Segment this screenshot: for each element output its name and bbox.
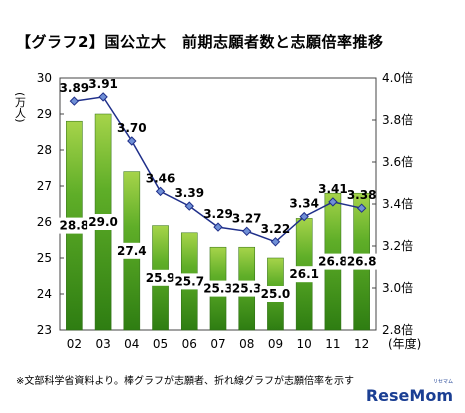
ratio-marker: [184, 201, 194, 211]
x-tick-label: 09: [268, 337, 283, 351]
bar-value-label: 25.9: [146, 271, 176, 285]
line-value-label: 3.38: [347, 188, 377, 202]
bar-label-bg: [173, 273, 206, 290]
line-value-label: 3.27: [232, 211, 262, 225]
resemom-logo[interactable]: リセマム ReseMom: [365, 379, 453, 405]
axes: 23 24 25 26 27 28 29 30 2.8倍 3.0倍 3.2倍 3.4倍 3.6倍 3.8倍…: [14, 70, 422, 351]
line-value-label: 3.34: [289, 197, 319, 211]
y-tick-label: 25: [37, 251, 52, 265]
line-value-label: 3.41: [318, 182, 348, 196]
ratio-marker: [155, 186, 166, 197]
bar-value-label: 25.3: [203, 282, 233, 296]
ratio-marker: [270, 237, 281, 247]
x-tick-label: 10: [297, 337, 312, 351]
bar-label-bg: [144, 269, 177, 286]
ratio-marker: [299, 211, 309, 222]
line-value-label: 3.29: [203, 207, 233, 221]
bar-label-bg: [202, 280, 234, 297]
line-value-label: 3.89: [60, 81, 90, 95]
ratio-marker: [356, 203, 367, 213]
x-tick-label: 05: [153, 337, 168, 351]
y2-tick-label: 2.8倍: [382, 322, 413, 337]
bar-label-bg: [345, 253, 378, 270]
line-value-label: 3.70: [117, 121, 147, 135]
bar-value-label: 26.8: [347, 255, 377, 269]
footnote: ※文部科学省資料より。棒グラフが志願者、折れ線グラフが志願倍率を示す: [16, 376, 354, 387]
bar-value-label: 25.3: [232, 282, 262, 296]
bar-label-bg: [288, 266, 321, 283]
y-tick-label: 27: [37, 179, 52, 193]
y2-tick-label: 3.0倍: [382, 280, 413, 295]
y-tick-label: 26: [37, 215, 52, 229]
bar-value-label: 27.4: [117, 244, 147, 258]
bar-label-bg: [316, 253, 349, 270]
ratio-marker: [328, 197, 338, 207]
y-tick-label: 24: [37, 287, 52, 301]
bar-label-bg: [87, 214, 120, 230]
x-tick-label: 08: [239, 337, 254, 351]
bar-value-label: 25.0: [261, 287, 291, 301]
y-tick-label: 23: [37, 323, 52, 337]
logo-text: ReseMom: [365, 386, 453, 405]
data-labels: 28.8 29.027.425.9 25.725.3 25.3 25.026.126.8…: [58, 77, 378, 302]
x-tick-label: 04: [124, 337, 139, 351]
ratio-marker: [69, 96, 80, 106]
bar-value-label: 29.0: [88, 215, 118, 229]
bar-label-bg: [259, 286, 292, 302]
line-series: [69, 92, 367, 247]
x-tick-label: 07: [210, 337, 225, 351]
y2-tick-label: 3.4倍: [382, 196, 413, 211]
ratio-marker: [127, 136, 137, 146]
ratio-marker: [98, 92, 108, 102]
bar-value-label: 26.8: [318, 255, 348, 269]
ratio-marker: [213, 222, 223, 232]
bar-value-label: 26.1: [289, 267, 319, 281]
line-value-label: 3.91: [88, 77, 118, 91]
y2-tick-label: 3.6倍: [382, 154, 413, 169]
y2-tick-label: 4.0倍: [382, 70, 413, 85]
x-tick-label: 02: [67, 337, 82, 351]
x-tick-label: 11: [325, 337, 340, 351]
x-tick-label: 03: [95, 337, 110, 351]
bar-label-bg: [115, 242, 148, 259]
line-value-label: 3.46: [146, 171, 176, 185]
bar-value-label: 25.7: [174, 274, 204, 288]
bar-label-bg: [58, 217, 91, 234]
y2-tick-label: 3.2倍: [382, 238, 413, 253]
line-value-label: 3.22: [261, 222, 291, 236]
y-tick-label: 29: [37, 107, 52, 121]
bar-value-label: 28.8: [60, 219, 90, 233]
line-value-label: 3.39: [174, 186, 204, 200]
logo-sub: リセマム: [432, 379, 453, 385]
chart-title: 【グラフ2】国公立大 前期志願者数と志願倍率推移: [16, 33, 384, 51]
x-tick-label: 12: [354, 337, 369, 351]
y-tick-label: 28: [37, 143, 52, 157]
y2-tick-label: 3.8倍: [382, 112, 413, 127]
y-axis-label: (万人): [14, 92, 27, 123]
y-tick-label: 30: [37, 71, 52, 85]
bar-label-bg: [230, 280, 263, 297]
x-tick-label: 06: [182, 337, 197, 351]
ratio-marker: [242, 226, 252, 237]
x-axis-label: (年度): [388, 336, 421, 351]
